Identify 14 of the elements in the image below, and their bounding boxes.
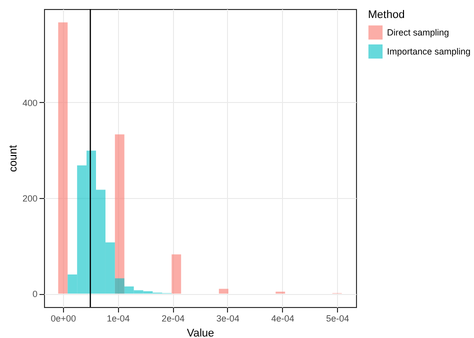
y-tick-label: 400: [22, 98, 38, 108]
x-tick-label: 0e+00: [50, 314, 76, 324]
y-axis-title: count: [7, 145, 20, 172]
x-tick-label: 4e-04: [271, 314, 294, 324]
legend-label: Importance sampling: [387, 46, 471, 56]
x-tick-label: 3e-04: [216, 314, 240, 324]
x-tick-label: 5e-04: [326, 314, 350, 324]
x-axis-title: Value: [186, 328, 214, 338]
y-tick-label: 0: [32, 289, 38, 300]
x-tick-label: 1e-04: [106, 314, 130, 324]
x-tick-label: 2e-04: [162, 314, 185, 324]
legend-label: Direct sampling: [387, 28, 450, 38]
y-tick-label: 200: [22, 193, 38, 204]
legend-title: Method: [368, 9, 405, 21]
